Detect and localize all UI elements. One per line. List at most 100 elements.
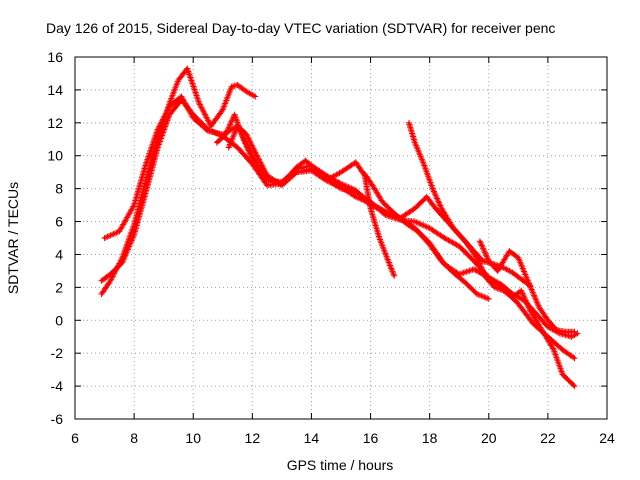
data-point [244, 134, 251, 141]
data-point [203, 114, 210, 121]
data-point [247, 151, 254, 158]
data-point [485, 295, 492, 302]
data-point [188, 79, 195, 86]
data-point [256, 158, 263, 165]
data-point [435, 199, 442, 206]
data-point [158, 119, 165, 126]
data-point [125, 238, 132, 245]
data-point [114, 264, 121, 271]
data-point [390, 271, 397, 278]
y-tick-label: 8 [55, 181, 63, 197]
data-point [357, 195, 364, 202]
data-point [499, 287, 506, 294]
data-point [258, 162, 265, 169]
data-point [524, 301, 531, 308]
grid [75, 57, 607, 419]
data-point [474, 256, 481, 263]
data-point [360, 197, 367, 204]
data-point [471, 266, 477, 273]
data-point [241, 139, 248, 146]
series-line [227, 125, 576, 360]
data-point [143, 159, 150, 166]
axes-frame [74, 56, 608, 420]
data-point [481, 249, 488, 256]
data-point [448, 238, 455, 245]
data-point [523, 300, 530, 307]
x-tick-label: 16 [363, 430, 379, 446]
data-point [115, 261, 122, 268]
data-point [128, 227, 135, 234]
data-point [246, 148, 253, 155]
data-point [518, 289, 525, 296]
data-point [253, 150, 260, 157]
data-point [162, 112, 169, 119]
x-tick-label: 18 [422, 430, 438, 446]
data-point [526, 282, 533, 289]
data-point [114, 263, 121, 270]
data-point [386, 260, 393, 267]
data-point [191, 86, 198, 93]
data-point [477, 239, 484, 246]
data-point [122, 245, 129, 252]
data-point [374, 204, 381, 211]
data-point [532, 295, 539, 302]
data-point [121, 248, 128, 255]
data-point [484, 255, 491, 262]
data-point [484, 295, 491, 302]
data-point [549, 345, 556, 352]
data-point [119, 254, 126, 261]
data-point [222, 131, 229, 138]
data-point [571, 328, 578, 335]
data-point [416, 220, 423, 227]
data-point [335, 182, 342, 189]
data-point [119, 253, 126, 260]
data-point [479, 293, 486, 300]
data-point [475, 268, 482, 275]
data-point [118, 256, 125, 263]
data-point [522, 297, 529, 304]
data-point [482, 294, 489, 301]
data-point [570, 354, 577, 361]
data-point [190, 83, 197, 90]
data-point [243, 143, 250, 150]
data-point [205, 117, 211, 124]
y-tick-labels: -6 -4 -2 0 2 4 6 8 10 12 14 16 [47, 49, 63, 427]
data-point [378, 206, 385, 213]
data-point [251, 148, 258, 155]
data-point [330, 180, 337, 187]
data-point [525, 279, 532, 286]
data-point [475, 258, 482, 265]
data-point [160, 114, 167, 121]
data-point [130, 203, 137, 210]
y-tick-label: 4 [55, 246, 63, 262]
data-point [225, 124, 232, 131]
data-point [161, 113, 168, 120]
data-point [480, 246, 487, 253]
data-point [244, 146, 251, 153]
data-point [380, 207, 387, 214]
data-point [480, 245, 487, 252]
data-point [245, 135, 252, 142]
data-point [433, 194, 440, 201]
data-point [247, 139, 254, 146]
data-point [423, 223, 430, 230]
data-point [156, 122, 163, 129]
data-point [479, 243, 486, 250]
y-tick-label: 0 [55, 312, 63, 328]
x-tick-label: 6 [71, 430, 79, 446]
data-point [225, 125, 232, 132]
data-point [379, 207, 386, 214]
data-point [252, 149, 259, 156]
data-point [202, 111, 209, 118]
data-point [193, 92, 200, 99]
series-track-6 [405, 119, 578, 390]
data-point [480, 270, 487, 277]
series-line [215, 113, 579, 338]
data-point [162, 110, 169, 117]
data-point [476, 260, 483, 267]
data-point [196, 101, 203, 108]
data-point [163, 109, 170, 116]
data-point [531, 292, 538, 299]
data-point [491, 284, 498, 291]
